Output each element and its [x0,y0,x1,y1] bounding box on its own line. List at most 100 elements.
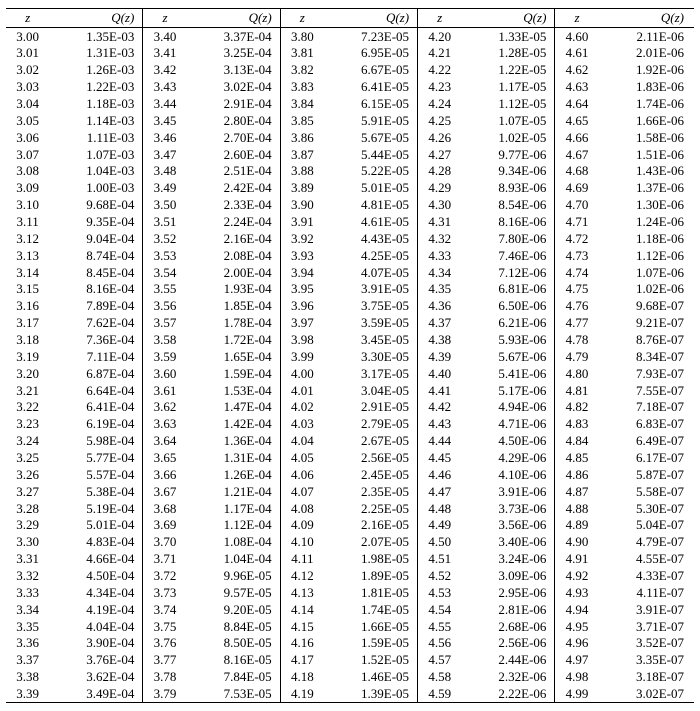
q-value: 5.93E-06 [461,331,555,348]
z-value: 3.73 [143,584,187,601]
z-value: 3.65 [143,449,187,466]
q-value: 1.26E-03 [49,62,143,79]
z-value: 3.15 [6,281,49,298]
table-body: 3.001.35E-033.403.37E-043.807.23E-054.20… [6,28,694,703]
q-value: 1.14E-03 [49,112,143,129]
q-value: 3.59E-05 [324,315,418,332]
z-value: 3.41 [143,45,187,62]
table-row: 3.001.35E-033.403.37E-043.807.23E-054.20… [6,28,694,45]
z-value: 3.34 [6,601,49,618]
q-value: 4.10E-06 [461,466,555,483]
q-value: 2.25E-05 [324,500,418,517]
q-value: 1.31E-04 [187,449,281,466]
q-value: 5.87E-07 [599,466,694,483]
q-value: 1.02E-06 [599,281,694,298]
q-value: 1.83E-06 [599,79,694,96]
q-value: 2.07E-05 [324,534,418,551]
z-value: 3.40 [143,28,187,45]
q-value: 4.19E-04 [49,601,143,618]
z-value: 3.01 [6,45,49,62]
q-value: 1.72E-04 [187,331,281,348]
q-value: 1.08E-04 [187,534,281,551]
table-row: 3.187.36E-043.581.72E-043.983.45E-054.38… [6,331,694,348]
z-value: 4.87 [555,483,599,500]
z-value: 3.16 [6,298,49,315]
z-value: 4.90 [555,534,599,551]
q-value: 2.91E-04 [187,95,281,112]
q-value: 1.93E-04 [187,281,281,298]
q-value: 8.50E-05 [187,635,281,652]
q-value: 1.04E-04 [187,551,281,568]
z-value: 4.21 [418,45,462,62]
z-value: 4.75 [555,281,599,298]
z-value: 4.41 [418,382,462,399]
z-value: 4.83 [555,416,599,433]
z-value: 3.10 [6,197,49,214]
q-value: 3.75E-05 [324,298,418,315]
q-value: 2.56E-05 [324,449,418,466]
q-value: 1.35E-03 [49,28,143,45]
z-value: 4.88 [555,500,599,517]
z-value: 4.86 [555,466,599,483]
z-value: 4.63 [555,79,599,96]
q-value: 2.56E-06 [461,635,555,652]
q-value: 5.04E-07 [599,517,694,534]
z-value: 4.00 [280,365,324,382]
table-row: 3.265.57E-043.661.26E-044.062.45E-054.46… [6,466,694,483]
q-value: 5.19E-04 [49,500,143,517]
z-value: 4.29 [418,180,462,197]
q-value: 2.68E-06 [461,618,555,635]
z-value: 4.36 [418,298,462,315]
z-value: 4.20 [418,28,462,45]
z-value: 4.78 [555,331,599,348]
z-value: 4.32 [418,230,462,247]
q-value: 2.16E-04 [187,230,281,247]
z-value: 3.37 [6,652,49,669]
z-value: 3.23 [6,416,49,433]
z-value: 4.81 [555,382,599,399]
q-value: 1.18E-03 [49,95,143,112]
q-value: 2.51E-04 [187,163,281,180]
q-value: 2.91E-05 [324,399,418,416]
table-header: z Q(z) z Q(z) z Q(z) z Q(z) z Q(z) [6,9,694,28]
q-value: 8.84E-05 [187,618,281,635]
z-value: 4.50 [418,534,462,551]
q-value: 9.77E-06 [461,146,555,163]
z-value: 4.62 [555,62,599,79]
z-value: 3.55 [143,281,187,298]
z-value: 3.64 [143,433,187,450]
q-value: 1.58E-06 [599,129,694,146]
z-value: 4.60 [555,28,599,45]
q-value: 1.36E-04 [187,433,281,450]
z-value: 3.58 [143,331,187,348]
z-value: 4.11 [280,551,324,568]
z-value: 3.03 [6,79,49,96]
q-value: 1.42E-04 [187,416,281,433]
q-value: 1.12E-06 [599,247,694,264]
q-value: 7.84E-05 [187,669,281,686]
z-value: 4.67 [555,146,599,163]
z-value: 3.74 [143,601,187,618]
z-value: 3.24 [6,433,49,450]
z-value: 3.93 [280,247,324,264]
q-value: 9.21E-07 [599,315,694,332]
q-value: 5.30E-07 [599,500,694,517]
z-value: 4.84 [555,433,599,450]
q-value: 3.25E-04 [187,45,281,62]
col-header-z: z [418,9,462,28]
table-row: 3.206.87E-043.601.59E-044.003.17E-054.40… [6,365,694,382]
q-value: 6.41E-05 [324,79,418,96]
q-value: 3.40E-06 [461,534,555,551]
table-row: 3.236.19E-043.631.42E-044.032.79E-054.43… [6,416,694,433]
q-value: 1.92E-06 [599,62,694,79]
z-value: 4.97 [555,652,599,669]
z-value: 4.42 [418,399,462,416]
q-value: 4.81E-05 [324,197,418,214]
z-value: 3.81 [280,45,324,62]
q-value: 1.11E-03 [49,129,143,146]
z-value: 3.00 [6,28,49,45]
q-value: 5.17E-06 [461,382,555,399]
q-value: 1.59E-05 [324,635,418,652]
z-value: 4.48 [418,500,462,517]
q-value: 3.09E-06 [461,568,555,585]
